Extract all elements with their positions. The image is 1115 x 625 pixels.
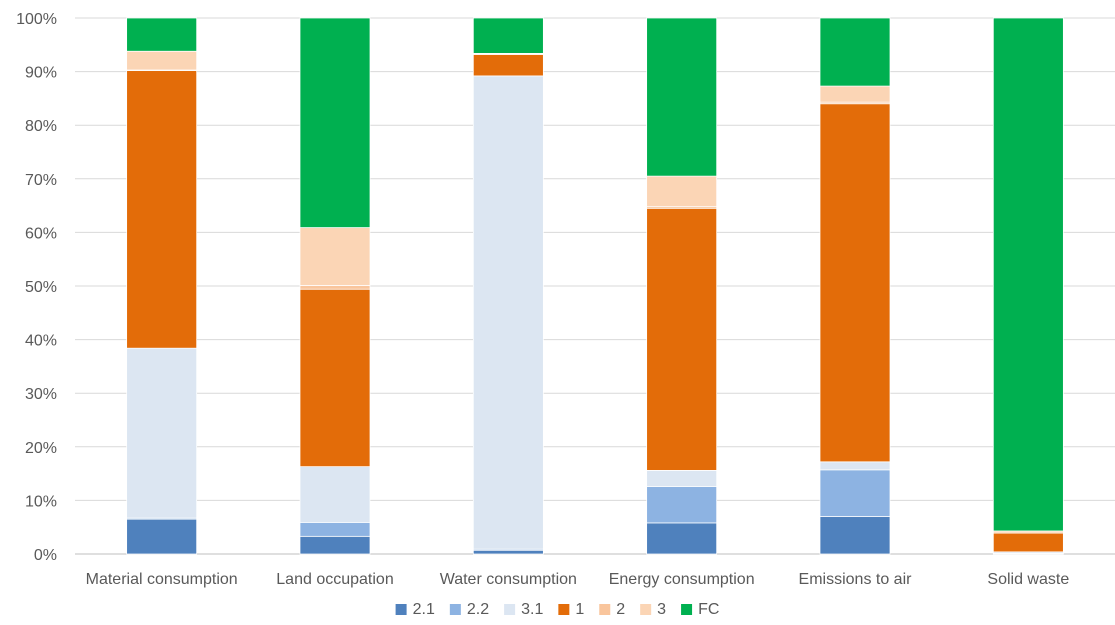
y-tick-label: 10% <box>25 493 57 510</box>
y-tick-label: 90% <box>25 65 57 82</box>
legend-label: 2.1 <box>413 601 435 618</box>
legend-label: FC <box>698 601 719 618</box>
bar-segment <box>126 17 198 52</box>
bar-segment <box>819 85 891 103</box>
y-axis-tick-labels: 0% 10% 20% 30% 40% 50% 60% 70% 80% 90% 100% <box>16 11 57 564</box>
y-tick-label: 100% <box>16 11 57 28</box>
legend-label: 1 <box>575 601 584 618</box>
bar-segment <box>646 522 718 555</box>
bar-segment <box>646 207 718 471</box>
legend-label: 2 <box>616 601 625 618</box>
x-category-label: Energy consumption <box>609 571 755 588</box>
bar-segment <box>126 70 198 349</box>
bar-segment <box>819 516 891 555</box>
bar-segment <box>472 54 544 77</box>
legend-swatch <box>599 604 611 615</box>
bar-segment <box>472 17 544 54</box>
bar-segment <box>472 75 544 550</box>
bar-segment <box>819 17 891 87</box>
bar-stacks <box>126 17 1064 555</box>
bar-segment <box>819 103 891 463</box>
x-category-label: Material consumption <box>86 571 238 588</box>
bar-segment <box>299 227 371 286</box>
y-tick-label: 50% <box>25 279 57 296</box>
bar-segment <box>992 17 1064 532</box>
x-category-label: Water consumption <box>440 571 577 588</box>
bar-segment <box>299 288 371 468</box>
bar-segment <box>646 470 718 487</box>
bar-segment <box>819 469 891 517</box>
legend: 2.1 2.2 3.1 1 2 3 FC <box>395 601 719 618</box>
y-tick-label: 40% <box>25 333 57 350</box>
bar-segment <box>819 461 891 471</box>
y-tick-label: 80% <box>25 118 57 135</box>
legend-swatch <box>558 604 570 615</box>
legend-swatch <box>395 604 407 615</box>
bar-segment <box>472 549 544 555</box>
x-category-label: Land occupation <box>276 571 393 588</box>
x-axis-category-labels: Material consumption Land occupation Water… <box>86 571 1070 588</box>
gridlines <box>75 17 1115 555</box>
y-tick-label: 0% <box>34 547 57 564</box>
y-tick-label: 70% <box>25 172 57 189</box>
bar-segment <box>646 486 718 524</box>
legend-swatch <box>449 604 461 615</box>
bar-segment <box>299 285 371 290</box>
bar-segment <box>299 522 371 537</box>
bar-segment <box>126 50 198 71</box>
legend-label: 3.1 <box>521 601 543 618</box>
bar-segment <box>299 535 371 555</box>
bar-segment <box>126 518 198 555</box>
bar-segment <box>299 17 371 228</box>
y-tick-label: 20% <box>25 440 57 457</box>
bar-segment <box>646 175 718 208</box>
bar-segment <box>126 347 198 519</box>
legend-swatch <box>504 604 516 615</box>
bar-segment <box>299 466 371 523</box>
bar-segment <box>992 532 1064 553</box>
legend-swatch <box>681 604 693 615</box>
y-tick-label: 60% <box>25 225 57 242</box>
y-tick-label: 30% <box>25 386 57 403</box>
x-category-label: Emissions to air <box>799 571 913 588</box>
bar-segment <box>646 17 718 177</box>
legend-label: 2.2 <box>467 601 489 618</box>
legend-swatch <box>640 604 652 615</box>
x-category-label: Solid waste <box>987 571 1069 588</box>
legend-label: 3 <box>657 601 666 618</box>
